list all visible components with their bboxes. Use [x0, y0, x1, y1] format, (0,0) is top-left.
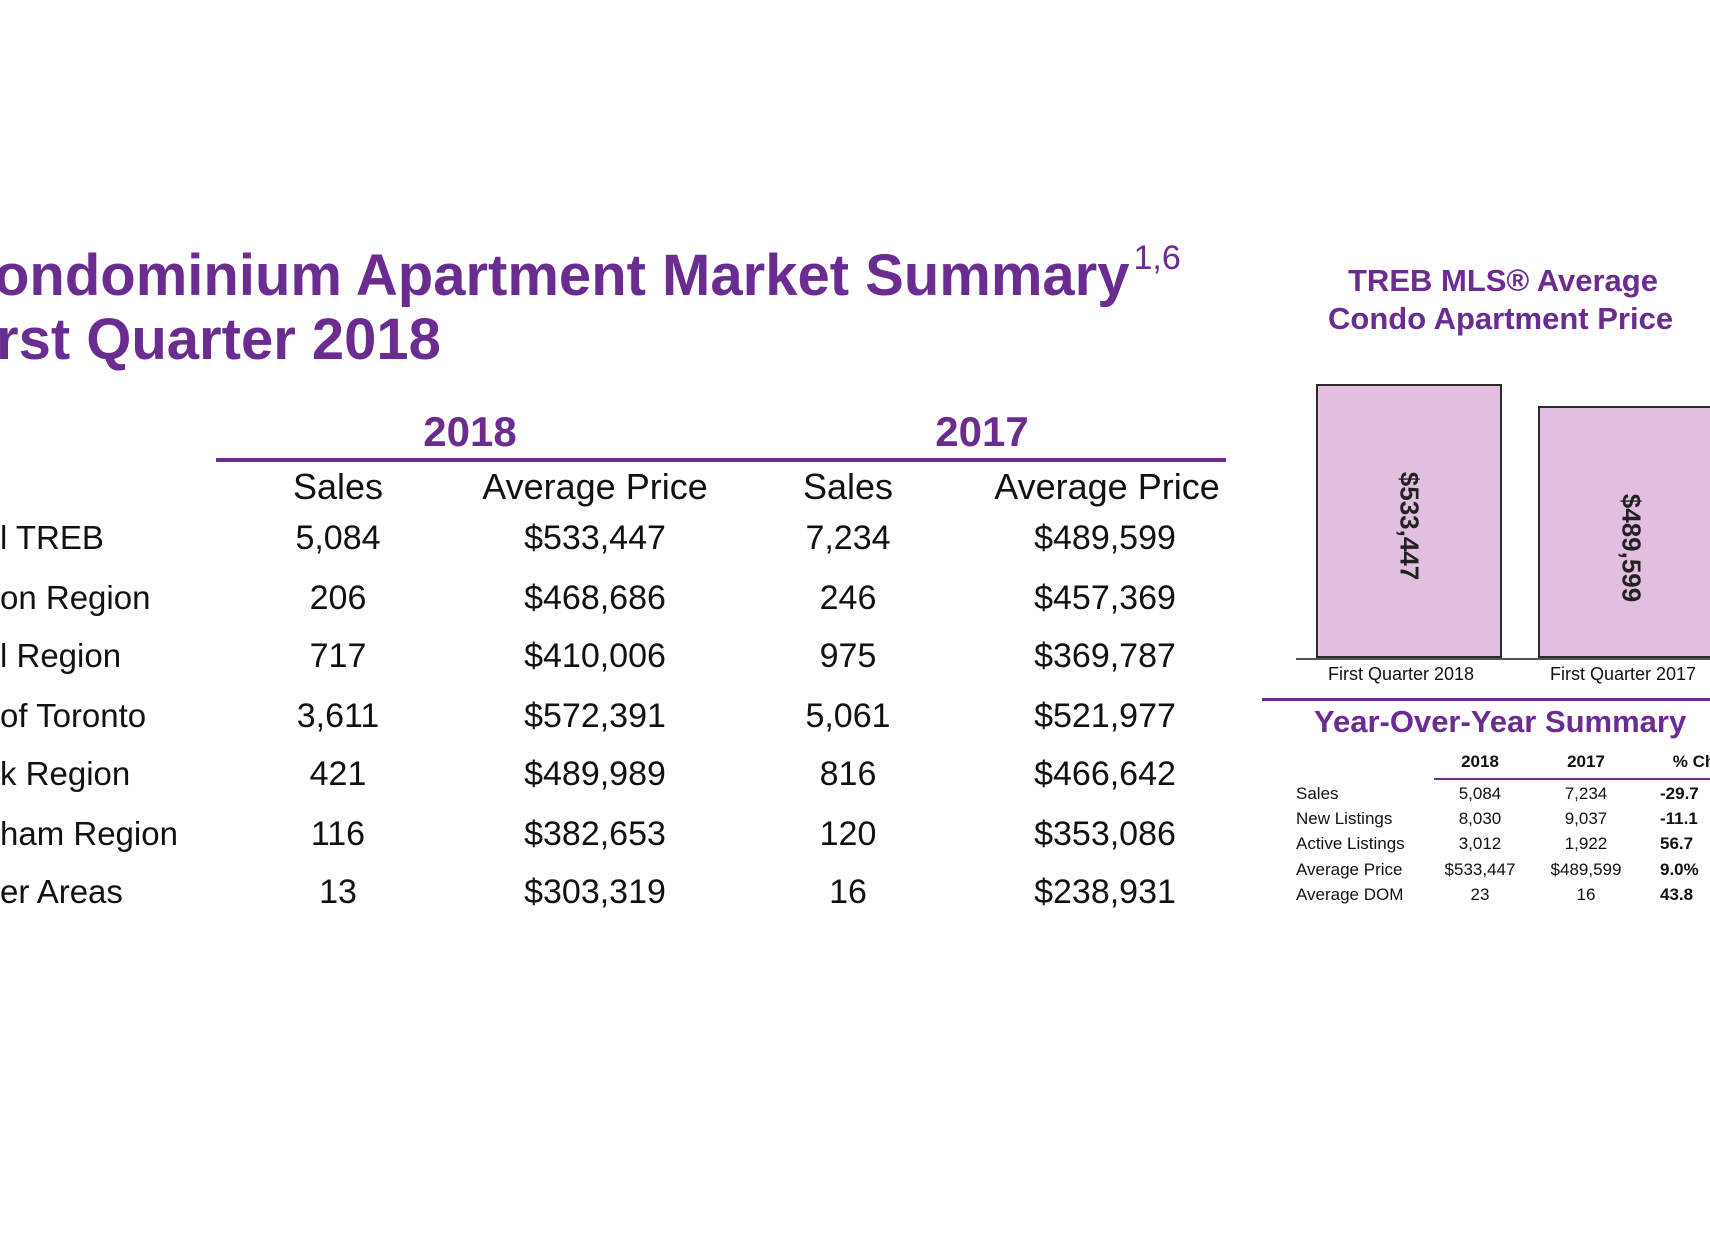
price-2018: $533,447 [524, 519, 666, 557]
region-name: of Toronto [0, 697, 147, 734]
yoy-label: Average DOM [1296, 885, 1404, 904]
table-row: l Region 717 $410,006 975 $369,787 [0, 628, 1250, 684]
table-row: ham Region 116 $382,653 120 $353,086 [0, 806, 1250, 862]
yoy-change: -29.7 [1660, 784, 1699, 803]
yoy-value-2018: 8,030 [1458, 809, 1502, 828]
sales-2017: 246 [819, 579, 877, 617]
yoy-change: 56.7 [1660, 834, 1694, 853]
price-2017: $466,642 [1034, 755, 1176, 793]
sales-2018: 421 [309, 755, 367, 793]
sales-2018: 13 [319, 873, 357, 911]
table-row: on Region 206 $468,686 246 $457,369 [0, 570, 1250, 626]
sales-2018: 116 [310, 815, 366, 853]
price-2017: $489,599 [1034, 519, 1176, 557]
price-2017: $238,931 [1034, 873, 1176, 911]
region-name: l Region [0, 637, 122, 674]
yoy-change: 9.0% [1660, 860, 1699, 879]
region-name: er Areas [0, 873, 123, 910]
price-2018: $489,989 [524, 755, 666, 793]
chart-title-line-1: TREB MLS® Average [1348, 263, 1658, 298]
sales-2017: 975 [819, 637, 877, 675]
yoy-label: Sales [1296, 784, 1339, 803]
yoy-summary-table: 2018 2017 % Ch Sales 5,084 7,234 -29.7 N… [1290, 752, 1710, 912]
yoy-value-2018: 5,084 [1458, 784, 1502, 803]
price-2018: $410,006 [524, 637, 666, 675]
yoy-header-change: % Ch [1672, 752, 1710, 771]
yoy-value-2017: 9,037 [1564, 809, 1608, 828]
sales-2018: 206 [309, 579, 367, 617]
chart-title-line-2: Condo Apartment Price [1328, 301, 1674, 336]
sales-2018: 5,084 [295, 519, 381, 557]
yoy-change: -11.1 [1660, 809, 1698, 828]
yoy-label: Active Listings [1296, 834, 1405, 853]
price-2018: $382,653 [524, 815, 666, 853]
price-2017: $457,369 [1034, 579, 1176, 617]
title-block: ondominium Apartment Market Summary 1,6 r… [0, 225, 1250, 385]
chart-bar-value-label: $489,599 [1616, 493, 1647, 603]
column-header-price-2017: Average Price [994, 466, 1220, 507]
year-header-2017: 2017 [935, 408, 1029, 455]
category-label-2017: First Quarter 2017 [1549, 664, 1697, 684]
yoy-value-2017: 1,922 [1564, 834, 1608, 853]
price-2017: $353,086 [1034, 815, 1176, 853]
chart-baseline [1296, 658, 1710, 660]
yoy-title: Year-Over-Year Summary [1314, 704, 1687, 739]
price-2017: $369,787 [1034, 637, 1176, 675]
yoy-label: New Listings [1296, 809, 1393, 828]
price-2017: $521,977 [1034, 697, 1176, 735]
region-name: ham Region [0, 815, 178, 852]
chart-bar-2017 [1538, 406, 1710, 658]
table-row: k Region 421 $489,989 816 $466,642 [0, 746, 1250, 802]
page-title-text: ondominium Apartment Market Summary [0, 243, 1130, 308]
table-row: of Toronto 3,611 $572,391 5,061 $521,977 [0, 688, 1250, 744]
yoy-header-2017: 2017 [1567, 752, 1605, 771]
table-row: l TREB 5,084 $533,447 7,234 $489,599 [0, 510, 1250, 566]
chart-bar-value-label: $533,447 [1394, 471, 1425, 581]
yoy-value-2018: $533,447 [1444, 860, 1516, 879]
sales-2018: 717 [309, 637, 367, 675]
yoy-value-2017: 7,234 [1564, 784, 1608, 803]
yoy-value-2017: 16 [1576, 885, 1596, 904]
sales-2017: 816 [819, 755, 877, 793]
market-summary-table: 2018 2017 Sales Average Price Sales Aver… [0, 400, 1250, 920]
yoy-change: 43.8 [1660, 885, 1694, 904]
yoy-label: Average Price [1296, 860, 1403, 879]
sales-2017: 5,061 [805, 697, 891, 735]
page-subtitle: rst Quarter 2018 [0, 307, 441, 372]
region-name: k Region [0, 755, 131, 792]
sales-2018: 3,611 [296, 697, 380, 735]
sales-2017: 16 [829, 873, 867, 911]
yoy-header-rule [1434, 778, 1710, 780]
price-2018: $468,686 [524, 579, 666, 617]
year-header-2018: 2018 [423, 408, 517, 455]
region-name: l TREB [0, 519, 104, 556]
page-title: ondominium Apartment Market Summary 1,6 [0, 225, 1181, 309]
sales-2017: 120 [819, 815, 877, 853]
section-divider [1262, 698, 1710, 701]
category-label-2018: First Quarter 2018 [1327, 664, 1475, 684]
region-name: on Region [0, 579, 151, 616]
yoy-value-2018: 23 [1470, 885, 1490, 904]
table-row: er Areas 13 $303,319 16 $238,931 [0, 864, 1250, 920]
chart-bar-2018 [1316, 384, 1502, 658]
chart-title: TREB MLS® Average Condo Apartment Price [1300, 262, 1710, 338]
price-bar-chart: First Quarter 2018 First Quarter 2017 $5… [1296, 370, 1710, 700]
price-2018: $572,391 [524, 697, 666, 735]
yoy-value-2017: $489,599 [1550, 860, 1622, 879]
yoy-header-2018: 2018 [1461, 752, 1499, 771]
header-rule [216, 458, 1226, 462]
yoy-value-2018: 3,012 [1458, 834, 1502, 853]
title-footnote: 1,6 [1133, 239, 1181, 277]
price-2018: $303,319 [524, 873, 666, 911]
column-header-sales-2017: Sales [802, 466, 894, 507]
column-header-sales-2018: Sales [292, 466, 384, 507]
column-header-price-2018: Average Price [482, 466, 708, 507]
sales-2017: 7,234 [805, 519, 891, 557]
